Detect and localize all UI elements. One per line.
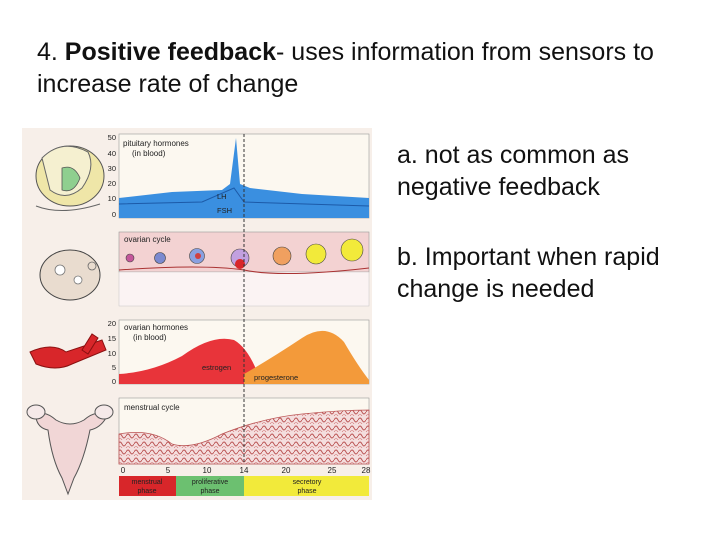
- day-tick: 5: [166, 466, 171, 475]
- ovarian-tick: 5: [112, 363, 116, 372]
- progesterone-series-label: progesterone: [254, 373, 298, 382]
- proliferative-phase-label: phase: [200, 488, 219, 495]
- bullet-rapid-change: b. Important when rapid change is needed: [397, 243, 660, 303]
- pituitary-illustration: [35, 145, 105, 212]
- day-tick: 20: [282, 466, 291, 475]
- follicle-icon: [154, 252, 166, 264]
- day-tick: 25: [328, 466, 337, 475]
- bullet-not-common: a. not as common as negative feedback: [397, 141, 630, 201]
- ovarian-hormones-label-line2: (in blood): [133, 333, 167, 342]
- title-rest: - uses information from sensors to incre…: [37, 38, 654, 98]
- corpus-luteum-icon: [340, 238, 364, 262]
- menstrual-cycle-figure: pituitary hormones (in blood) LH FSH 50 …: [22, 128, 372, 500]
- title-number: 4.: [37, 38, 65, 66]
- title-bold-term: Positive feedback: [64, 38, 277, 66]
- menstrual-phase-label: phase: [137, 488, 156, 495]
- pituitary-tick: 30: [108, 164, 116, 173]
- pituitary-tick: 0: [112, 210, 116, 219]
- proliferative-phase-label: proliferative: [192, 479, 228, 486]
- corpus-luteum-icon: [305, 243, 327, 265]
- menstrual-phase-label: menstrual: [132, 479, 163, 486]
- ovulation-icon: [235, 259, 245, 269]
- secretory-phase-block: [244, 476, 369, 496]
- slide-title: 4. Positive feedback- uses information f…: [37, 36, 697, 100]
- pituitary-tick: 40: [108, 149, 116, 158]
- menstrual-phase-block: [119, 476, 176, 496]
- ovarian-tick: 20: [108, 319, 116, 328]
- ovarian-cycle-panel: ovarian cycle: [118, 231, 370, 307]
- blood-vessel-illustration: [29, 333, 107, 369]
- endometrium-lining: [118, 409, 370, 465]
- progesterone-curve: [244, 330, 369, 384]
- pituitary-tick: 50: [108, 133, 116, 142]
- menstrual-cycle-diagram: pituitary hormones (in blood) LH FSH 50 …: [22, 128, 372, 500]
- pituitary-hormones-panel: pituitary hormones (in blood) LH FSH 50 …: [108, 133, 370, 219]
- estrogen-series-label: estrogen: [202, 363, 231, 372]
- ovarian-tick: 10: [108, 349, 116, 358]
- lh-series-label: LH: [217, 192, 227, 201]
- day-tick: 0: [121, 466, 126, 475]
- pituitary-tick: 20: [108, 179, 116, 188]
- corpus-luteum-icon: [272, 246, 292, 266]
- day-tick: 28: [362, 466, 371, 475]
- day-tick: 10: [203, 466, 212, 475]
- pituitary-tick: 10: [108, 194, 116, 203]
- pituitary-label-line2: (in blood): [132, 149, 166, 158]
- secretory-phase-label: phase: [297, 488, 316, 495]
- menstrual-cycle-label: menstrual cycle: [124, 403, 180, 412]
- ovarian-tick: 0: [112, 377, 116, 386]
- proliferative-phase-block: [176, 476, 244, 496]
- phase-bar: menstrual phase proliferative phase secr…: [119, 476, 369, 496]
- uterus-illustration: [26, 404, 114, 496]
- fsh-series-label: FSH: [217, 206, 232, 215]
- ovarian-hormones-label-line1: ovarian hormones: [124, 323, 188, 332]
- pituitary-label-line1: pituitary hormones: [123, 139, 189, 148]
- secretory-phase-label: secretory: [293, 479, 322, 486]
- follicle-icon: [195, 253, 201, 259]
- ovarian-cycle-label: ovarian cycle: [124, 235, 171, 244]
- estrogen-curve: [119, 338, 258, 384]
- follicle-icon: [125, 253, 135, 263]
- fsh-curve: [118, 187, 370, 207]
- day-tick: 14: [240, 466, 249, 475]
- day-axis: 0 5 10 14 20 25 28: [121, 466, 371, 475]
- ovary-illustration: [39, 249, 101, 301]
- ovarian-tick: 15: [108, 334, 116, 343]
- lh-curve: [119, 138, 369, 218]
- ovarian-hormones-panel: ovarian hormones (in blood) estrogen pro…: [108, 319, 370, 386]
